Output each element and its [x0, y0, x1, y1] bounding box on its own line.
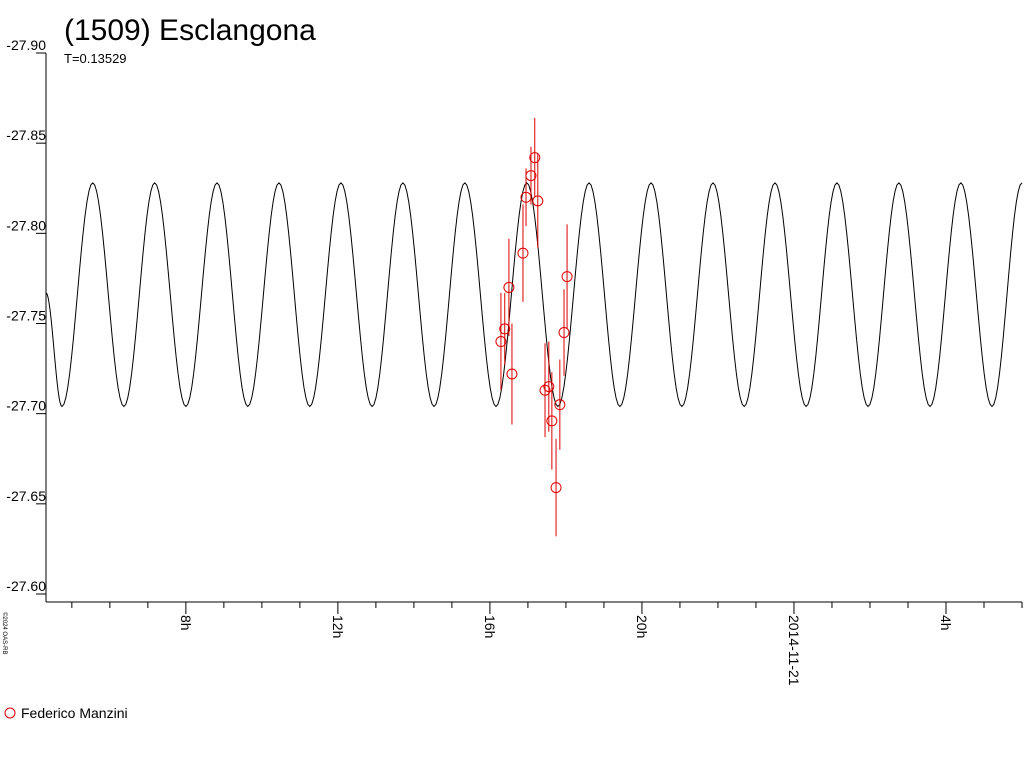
data-point — [503, 281, 515, 293]
data-point — [532, 195, 544, 207]
data-point — [517, 247, 529, 259]
data-point — [529, 152, 541, 164]
data-point — [506, 368, 518, 380]
x-tick-label: 12h — [330, 615, 346, 638]
data-point — [539, 384, 551, 396]
legend-label: Federico Manzini — [21, 705, 128, 721]
chart-title: (1509) Esclangona — [64, 14, 316, 47]
data-point — [499, 323, 511, 335]
x-tick-label: 20h — [634, 615, 650, 638]
y-tick-label: -27.65 — [6, 488, 46, 504]
data-point — [543, 381, 555, 393]
model-curve — [45, 182, 1023, 408]
data-point — [495, 336, 507, 348]
data-point — [550, 482, 562, 494]
data-point — [525, 170, 537, 182]
y-tick-label: -27.85 — [6, 127, 46, 143]
data-point — [546, 415, 558, 427]
y-tick-label: -27.90 — [6, 37, 46, 53]
y-tick-label: -27.70 — [6, 398, 46, 414]
data-point — [558, 327, 570, 339]
y-tick-label: -27.75 — [6, 308, 46, 324]
data-point — [554, 399, 566, 411]
x-tick-label: 4h — [938, 615, 954, 631]
y-tick-label: -27.60 — [6, 578, 46, 594]
legend-marker — [4, 707, 16, 719]
x-tick-label: 8h — [178, 615, 194, 631]
x-tick-label: 2014-11-21 — [786, 615, 802, 686]
x-tick-label: 16h — [482, 615, 498, 638]
credit: ©2024 OAS-RB — [1, 612, 8, 654]
chart-subtitle: T=0.13529 — [64, 51, 127, 66]
y-tick-label: -27.80 — [6, 217, 46, 233]
data-point — [561, 271, 573, 283]
